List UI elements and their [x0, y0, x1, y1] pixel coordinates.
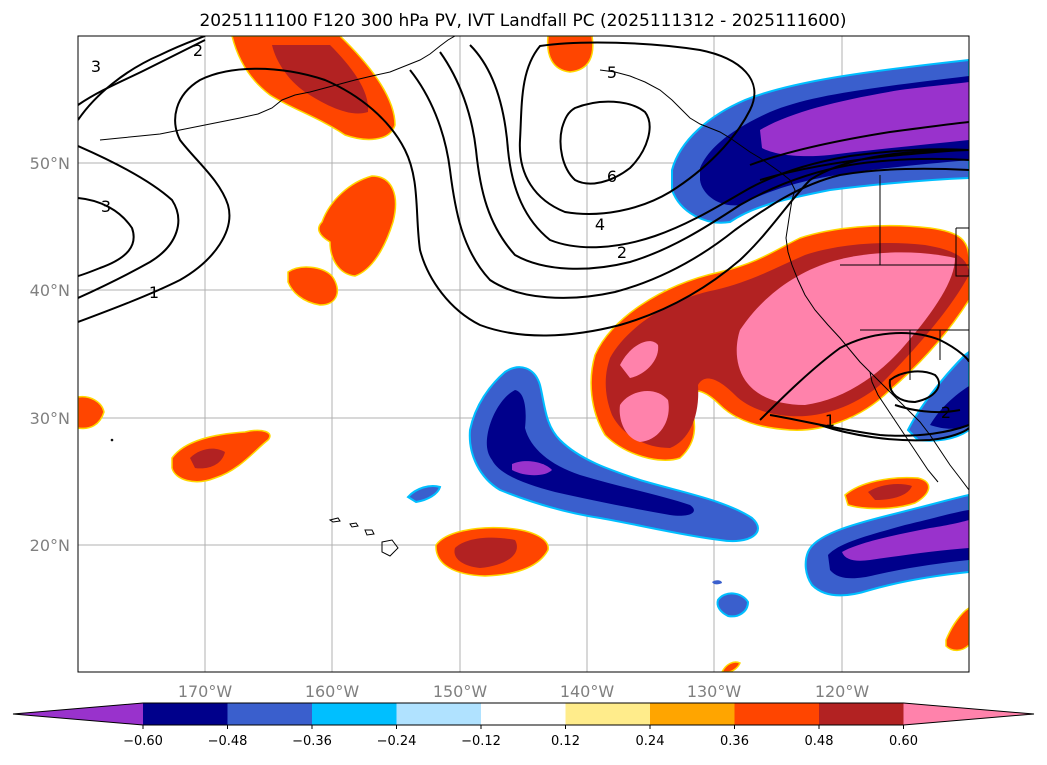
contour-label: 2	[193, 41, 203, 60]
contour-label: 6	[607, 167, 617, 186]
colorbar-tick-label: 0.12	[551, 734, 580, 749]
colorbar-segment	[650, 703, 735, 725]
lon-label: 160°W	[305, 682, 360, 701]
lat-label: 20°N	[30, 536, 70, 555]
pv-contours	[78, 36, 969, 442]
longitude-labels: 170°W 160°W 150°W 140°W 130°W 120°W	[178, 682, 870, 701]
contour-label: 3	[101, 197, 111, 216]
colorbar-segment	[481, 703, 566, 725]
colorbar-tick-label: 0.24	[636, 734, 665, 749]
colorbar-segment	[396, 703, 482, 725]
map-area: 3 2 3 1 5 6 4 2 1 2	[78, 36, 969, 672]
map-frame	[77, 35, 970, 673]
lat-label: 50°N	[30, 154, 70, 173]
colorbar-segment	[143, 703, 228, 725]
contour-labels: 3 2 3 1 5 6 4 2 1 2	[91, 41, 951, 430]
contour-label: 2	[617, 243, 627, 262]
latitude-labels: 50°N 40°N 30°N 20°N	[30, 154, 70, 555]
contour-label: 5	[607, 63, 617, 82]
islands	[110, 438, 399, 557]
contour-label: 2	[941, 403, 951, 422]
lon-label: 120°W	[815, 682, 870, 701]
colorbar-tick-label: 0.48	[805, 734, 834, 749]
colorbar-tick-label: 0.60	[889, 734, 918, 749]
contour-label: 3	[91, 57, 101, 76]
negative-ivt-shading	[406, 58, 969, 618]
map-title: 2025111100 F120 300 hPa PV, IVT Landfall…	[199, 11, 846, 31]
colorbar-tick-label: −0.48	[208, 734, 248, 749]
colorbar-segment	[734, 703, 820, 725]
lat-label: 30°N	[30, 409, 70, 428]
colorbar-tick-label: −0.12	[461, 734, 501, 749]
contour-label: 1	[149, 283, 159, 302]
colorbar-segment	[312, 703, 397, 725]
lon-label: 170°W	[178, 682, 233, 701]
lat-label: 40°N	[30, 281, 70, 300]
colorbar-tick-label: −0.60	[123, 734, 163, 749]
lon-label: 140°W	[560, 682, 615, 701]
lon-label: 150°W	[433, 682, 488, 701]
colorbar-segment	[819, 703, 904, 725]
colorbar-tick-label: 0.36	[720, 734, 749, 749]
lon-label: 130°W	[687, 682, 742, 701]
colorbar: −0.60 −0.48 −0.36 −0.24 −0.12 0.12 0.24 0.36 0.4…	[12, 702, 1035, 749]
colorbar-tick-label: −0.24	[377, 734, 417, 749]
colorbar-extend-left	[13, 703, 143, 725]
colorbar-segment	[227, 703, 313, 725]
colorbar-segment	[565, 703, 651, 725]
contour-label: 1	[825, 411, 835, 430]
positive-ivt-shading	[78, 36, 969, 672]
colorbar-tick-label: −0.36	[292, 734, 332, 749]
contour-label: 4	[595, 215, 605, 234]
colorbar-extend-right	[903, 703, 1034, 725]
